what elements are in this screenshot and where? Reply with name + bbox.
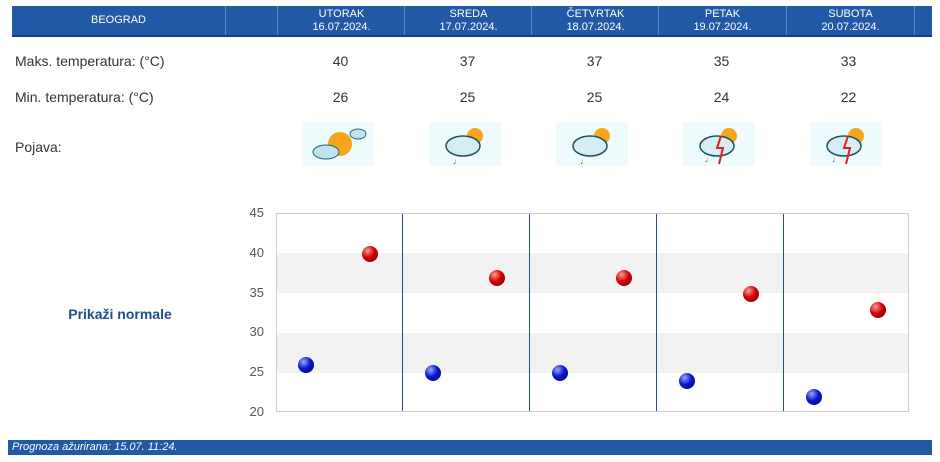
max-temp-point (362, 245, 378, 262)
y-tick-label: 45 (249, 205, 264, 220)
svg-text:♩: ♩ (453, 157, 461, 166)
max-temp-point (743, 285, 759, 302)
min-temp-label: Min. temperatura: (°C) (15, 89, 154, 105)
day-name: UTORAK (318, 7, 365, 20)
min-temp-value: 25 (459, 89, 476, 105)
max-temp-point (616, 269, 632, 286)
day-date: 19.07.2024. (693, 20, 752, 33)
y-tick-label: 25 (249, 364, 264, 380)
city-name: BEOGRAD (90, 14, 146, 26)
max-temp-value: 33 (840, 53, 857, 69)
day-name: SUBOTA (828, 7, 873, 20)
y-tick-label: 20 (249, 404, 264, 419)
svg-text:♩: ♩ (705, 155, 713, 164)
min-temp-value: 22 (840, 89, 857, 105)
sun-with-clouds-icon (302, 122, 374, 166)
header-spacer (914, 6, 933, 35)
svg-text:♩: ♩ (832, 155, 840, 164)
day-divider (402, 214, 403, 411)
day-header: PETAK 19.07.2024. (658, 6, 786, 35)
day-header: UTORAK 16.07.2024. (277, 6, 405, 35)
max-temp-label: Maks. temperatura: (°C) (15, 53, 165, 69)
max-temp-value: 40 (332, 53, 349, 69)
y-tick-label: 40 (249, 244, 264, 260)
y-tick-label: 35 (249, 284, 264, 300)
min-temp-point (298, 357, 314, 374)
show-normals-link[interactable]: Prikaži normale (68, 306, 172, 322)
day-name: ČETVRTAK (566, 7, 625, 20)
day-date: 18.07.2024. (566, 20, 625, 33)
day-header: SUBOTA 20.07.2024. (786, 6, 914, 35)
min-temp-value: 25 (586, 89, 603, 105)
temperature-chart (276, 213, 909, 412)
max-temp-point (870, 301, 886, 318)
min-temp-point (552, 365, 568, 382)
day-header: ČETVRTAK 18.07.2024. (531, 6, 659, 35)
min-temp-value: 24 (713, 89, 730, 105)
max-temp-value: 37 (459, 53, 476, 69)
day-date: 20.07.2024. (821, 20, 880, 33)
day-date: 16.07.2024. (312, 20, 371, 33)
thunderstorm-sun-icon: ♩ (810, 122, 882, 166)
svg-text:♩: ♩ (580, 157, 588, 166)
min-temp-value: 26 (332, 89, 349, 105)
forecast-updated: Prognoza ažurirana: 15.07. 11:24. (8, 440, 932, 455)
y-tick-label: 30 (249, 324, 264, 340)
thunderstorm-sun-icon: ♩ (683, 122, 755, 166)
chart-band (277, 333, 908, 373)
chart-band (277, 253, 908, 293)
header-spacer (225, 6, 278, 35)
phenomenon-label: Pojava: (15, 139, 62, 155)
max-temp-value: 35 (713, 53, 730, 69)
day-header: SREDA 17.07.2024. (404, 6, 532, 35)
day-divider (656, 214, 657, 411)
day-divider (529, 214, 530, 411)
forecast-header: BEOGRAD UTORAK 16.07.2024. SREDA 17.07.2024… (12, 6, 932, 37)
cloud-sun-light-rain-icon: ♩ (556, 122, 628, 166)
max-temp-point (489, 269, 505, 286)
day-divider (783, 214, 784, 411)
cloud-sun-light-rain-icon: ♩ (429, 122, 501, 166)
max-temp-value: 37 (586, 53, 603, 69)
min-temp-point (425, 365, 441, 382)
min-temp-point (806, 389, 822, 406)
day-name: PETAK (704, 7, 741, 20)
day-date: 17.07.2024. (439, 20, 498, 33)
min-temp-point (679, 373, 695, 390)
day-name: SREDA (449, 7, 488, 20)
